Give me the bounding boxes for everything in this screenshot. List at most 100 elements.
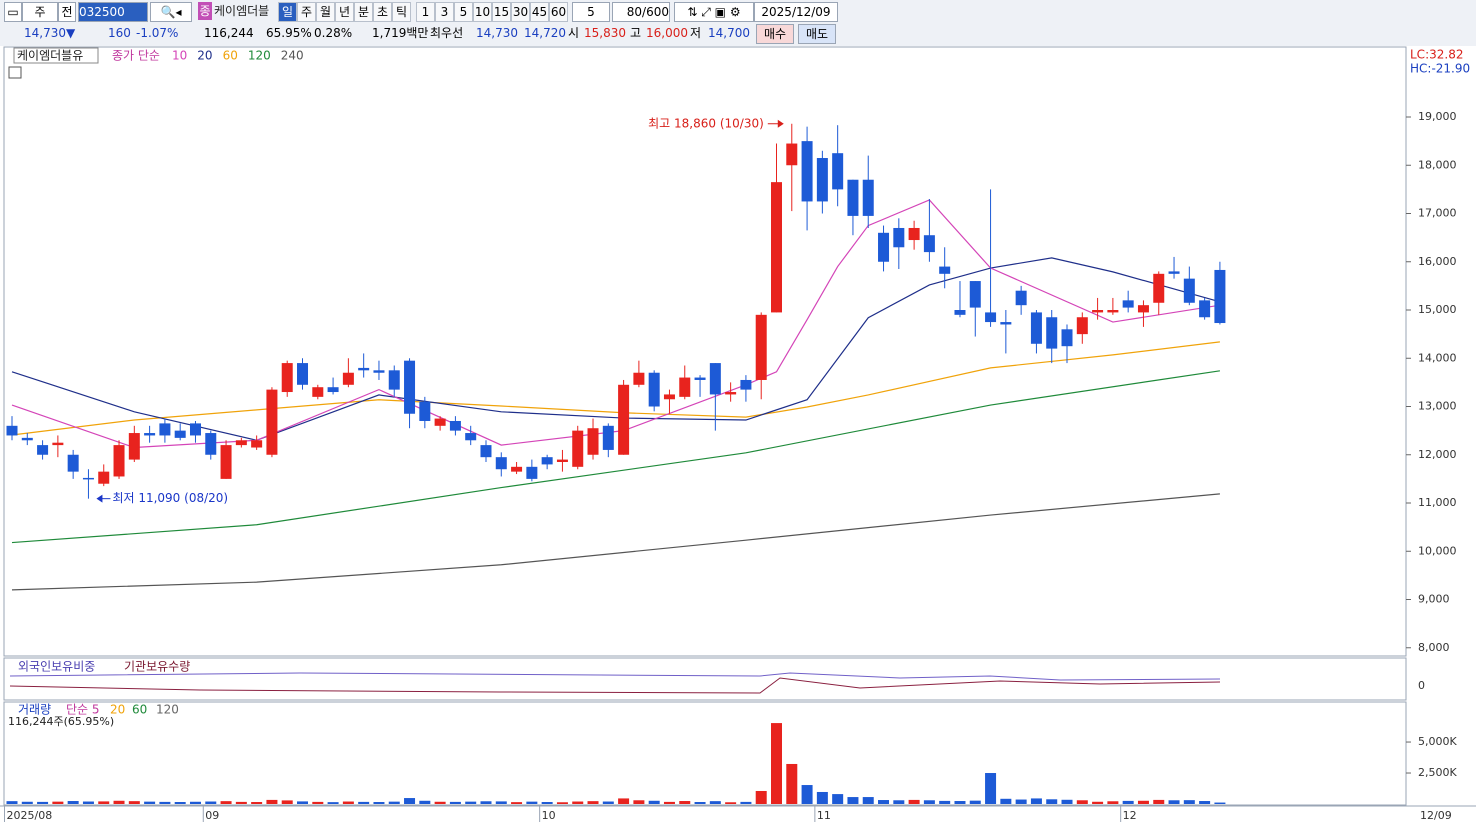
candle-body — [541, 457, 553, 465]
candle-body — [893, 227, 905, 248]
candle-body — [52, 442, 64, 446]
candle-body — [1153, 273, 1165, 303]
volume-bar — [587, 801, 599, 804]
period-select[interactable]: 주 — [22, 2, 58, 22]
search-button[interactable]: 🔍◂ — [150, 2, 192, 22]
volume-bar — [939, 800, 951, 804]
period-tab[interactable]: 년 — [335, 2, 354, 22]
y-tick-label: 0 — [1418, 679, 1425, 692]
volume-bar — [235, 801, 247, 804]
volume-bar — [1015, 799, 1027, 804]
volume-bar — [159, 801, 171, 804]
moving-average — [11, 370, 1220, 544]
interval-tab[interactable]: 1 — [416, 2, 435, 22]
candle-body — [969, 281, 981, 308]
interval-tab[interactable]: 30 — [511, 2, 530, 22]
y-tick-label: 5,000K — [1418, 735, 1457, 748]
volume-bar — [618, 798, 630, 804]
y-tick-label: 2,500K — [1418, 766, 1457, 779]
interval-tab[interactable]: 3 — [435, 2, 454, 22]
market-badge: 종 — [198, 2, 212, 20]
candle-body — [618, 384, 630, 455]
volume-bar — [1168, 800, 1180, 804]
candle-body — [6, 425, 18, 436]
candle-body — [1137, 305, 1149, 313]
volume-bar — [511, 802, 523, 804]
y-tick-label: 14,000 — [1418, 351, 1457, 364]
volume-bar — [465, 801, 477, 804]
y-tick-label: 15,000 — [1418, 303, 1457, 316]
period-tab[interactable]: 주 — [297, 2, 316, 22]
code-input[interactable]: 032500 — [78, 2, 148, 22]
y-tick-label: 17,000 — [1418, 207, 1457, 220]
volume-note: 116,244주(65.95%) — [8, 715, 114, 728]
volume-bar — [404, 798, 416, 804]
period-tab[interactable]: 분 — [354, 2, 373, 22]
buy-button[interactable]: 매수 — [756, 24, 794, 44]
volume-bar — [1061, 799, 1073, 804]
interval-tab[interactable]: 10 — [473, 2, 492, 22]
period-tab[interactable]: 틱 — [392, 2, 411, 22]
corner-label: LC:32.82 — [1410, 48, 1463, 62]
volume-bar — [923, 800, 935, 804]
candle-body — [235, 440, 247, 446]
institution-line — [9, 677, 1221, 694]
candle-body — [755, 314, 767, 380]
interval-tab[interactable]: 15 — [492, 2, 511, 22]
x-tick-label: 12 — [1123, 809, 1137, 822]
candle-body — [1061, 329, 1073, 347]
volume-bar — [52, 801, 64, 804]
period-tab[interactable]: 일 — [278, 2, 297, 22]
candle-body — [878, 232, 890, 262]
volume-bar — [1137, 800, 1149, 804]
candle-body — [465, 433, 477, 441]
period-tab[interactable]: 초 — [373, 2, 392, 22]
candle-body — [663, 394, 675, 400]
volume-bar — [98, 801, 110, 804]
tool-icons[interactable]: ⇅ ⤢ ▣ ⚙ — [674, 2, 754, 22]
sell-button[interactable]: 매도 — [798, 24, 836, 44]
prev-button[interactable]: 전 — [58, 2, 76, 22]
y-tick-label: 18,000 — [1418, 158, 1457, 171]
candle-body — [312, 387, 324, 397]
volume-bar — [847, 797, 859, 804]
candle-body — [1183, 278, 1195, 303]
volume-bar — [1183, 800, 1195, 804]
candle-body — [526, 466, 538, 479]
candle-body — [648, 372, 660, 407]
interval-tab[interactable]: 5 — [454, 2, 473, 22]
volume-bar — [832, 794, 844, 804]
volume-bar — [969, 800, 981, 804]
volume-bar — [878, 800, 890, 804]
volume-bar — [893, 800, 905, 804]
menu-icon[interactable]: ▭ — [4, 2, 22, 22]
volume-bar — [1107, 801, 1119, 804]
candle-body — [954, 310, 966, 315]
volume-bar — [419, 800, 431, 804]
volume-bar — [556, 802, 568, 804]
volume-bar — [1153, 799, 1165, 804]
volume-bar — [327, 802, 339, 804]
candle-body — [205, 433, 217, 455]
volume-bar — [358, 801, 370, 804]
interval-tab[interactable]: 45 — [530, 2, 549, 22]
high: 16,000 — [646, 26, 688, 40]
date-input[interactable]: 2025/12/09 — [754, 2, 838, 22]
count-select[interactable]: 5 — [572, 2, 610, 22]
interval-tab[interactable]: 60 — [549, 2, 568, 22]
price: 14,730 — [24, 26, 66, 40]
volume-bar — [801, 785, 813, 804]
candle-body — [220, 445, 232, 479]
candle-body — [1076, 317, 1088, 335]
volume-bar — [648, 800, 660, 804]
amount: 1,719백만 — [372, 26, 429, 40]
volume-bar — [312, 801, 324, 804]
volume-ratio: 65.95% — [266, 26, 312, 40]
period-tab[interactable]: 월 — [316, 2, 335, 22]
stock-name: 케이엠더블 — [214, 4, 270, 18]
volume-bar — [633, 800, 645, 804]
volume-bar — [602, 801, 614, 804]
volume-bar — [954, 801, 966, 804]
